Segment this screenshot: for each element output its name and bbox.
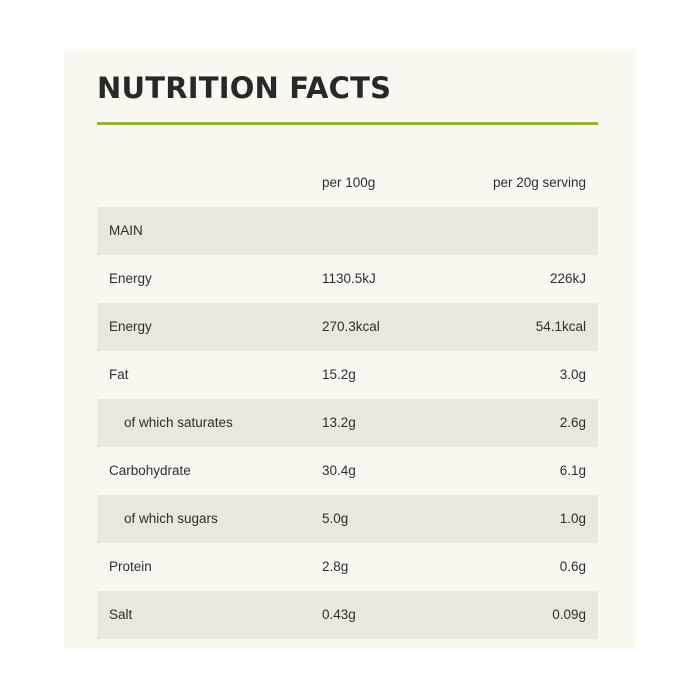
- value-per-serving: 226kJ: [549, 271, 586, 286]
- column-header-per-100g: per 100g: [322, 175, 376, 190]
- value-per-serving: 3.0g: [559, 367, 586, 382]
- table-row: Energy 1130.5kJ 226kJ: [97, 255, 598, 303]
- value-per-100g: 2.8g: [322, 559, 349, 574]
- value-per-100g: 13.2g: [322, 415, 356, 430]
- column-header-per-serving: per 20g serving: [492, 175, 586, 190]
- title-divider: [97, 122, 598, 125]
- table-row: Fat 15.2g 3.0g: [97, 351, 598, 399]
- value-per-100g: 30.4g: [322, 463, 356, 478]
- table-row: Energy 270.3kcal 54.1kcal: [97, 303, 598, 351]
- nutrient-label: of which saturates: [124, 415, 233, 430]
- table-row: of which sugars 5.0g 1.0g: [97, 495, 598, 543]
- table-row: Carbohydrate 30.4g 6.1g: [97, 447, 598, 495]
- page-title: NUTRITION FACTS: [97, 71, 392, 105]
- value-per-serving: 1.0g: [559, 511, 586, 526]
- value-per-serving: 2.6g: [559, 415, 586, 430]
- table-row: Protein 2.8g 0.6g: [97, 543, 598, 591]
- value-per-100g: 1130.5kJ: [322, 271, 376, 286]
- value-per-serving: 54.1kcal: [535, 319, 586, 334]
- nutrient-label: of which sugars: [124, 511, 218, 526]
- value-per-serving: 0.6g: [559, 559, 586, 574]
- table-header-row: per 100g per 20g serving: [97, 159, 598, 207]
- value-per-serving: 0.09g: [552, 607, 586, 622]
- value-per-100g: 0.43g: [322, 607, 356, 622]
- nutrient-label: Energy: [109, 271, 152, 286]
- section-label: MAIN: [109, 223, 143, 238]
- nutrition-table: per 100g per 20g serving MAIN Energy 113…: [97, 159, 598, 639]
- value-per-serving: 6.1g: [559, 463, 586, 478]
- nutrient-label: Carbohydrate: [109, 463, 191, 478]
- table-row: Salt 0.43g 0.09g: [97, 591, 598, 639]
- nutrient-label: Salt: [109, 607, 133, 622]
- nutrient-label: Energy: [109, 319, 152, 334]
- value-per-100g: 5.0g: [322, 511, 349, 526]
- nutrient-label: Fat: [109, 367, 129, 382]
- value-per-100g: 270.3kcal: [322, 319, 380, 334]
- value-per-100g: 15.2g: [322, 367, 356, 382]
- nutrition-facts-panel: NUTRITION FACTS per 100g per 20g serving…: [64, 49, 636, 649]
- nutrient-label: Protein: [109, 559, 152, 574]
- section-row-main: MAIN: [97, 207, 598, 255]
- table-row: of which saturates 13.2g 2.6g: [97, 399, 598, 447]
